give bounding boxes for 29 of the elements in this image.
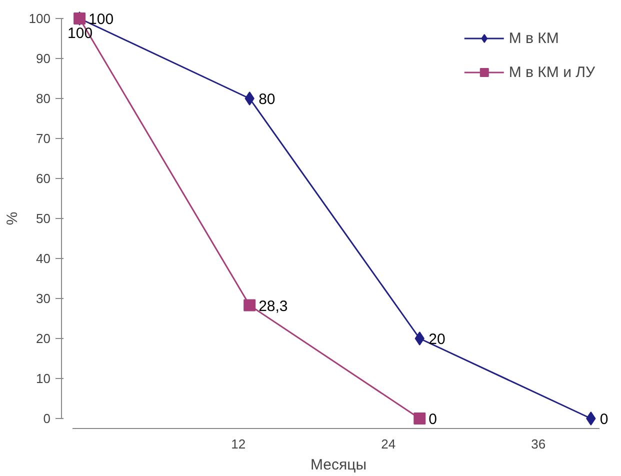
y-tick-label: 80	[36, 91, 51, 106]
point	[244, 92, 254, 106]
y-tick-label: 90	[36, 51, 51, 66]
x-tick-label: 12	[231, 436, 246, 452]
point	[414, 412, 426, 424]
y-axis-title: %	[4, 212, 21, 226]
y-tick-label: 100	[28, 11, 51, 26]
data-label: 80	[258, 91, 276, 108]
legend-label: М в КМ и ЛУ	[508, 64, 595, 80]
data-label: 28,3	[258, 298, 288, 315]
y-tick-label: 30	[36, 291, 51, 306]
data-label: 20	[428, 331, 446, 348]
legend-label: М в КМ	[508, 30, 559, 46]
point	[244, 299, 256, 312]
data-label: 0	[428, 411, 437, 428]
x-tick-label: 24	[381, 436, 396, 452]
y-tick-label: 60	[36, 171, 51, 186]
data-label: 0	[600, 411, 608, 428]
point	[586, 412, 596, 426]
y-tick-label: 70	[36, 131, 51, 146]
y-tick-label: 0	[43, 411, 51, 426]
x-axis-title: Месяцы	[310, 456, 367, 474]
point	[414, 332, 424, 346]
data-label: 100	[88, 11, 114, 28]
y-tick-label: 40	[36, 251, 51, 266]
y-tick-label: 50	[36, 211, 51, 226]
y-tick-label: 20	[36, 331, 51, 346]
y-tick-label: 10	[36, 371, 51, 386]
x-tick-label: 36	[531, 436, 546, 452]
